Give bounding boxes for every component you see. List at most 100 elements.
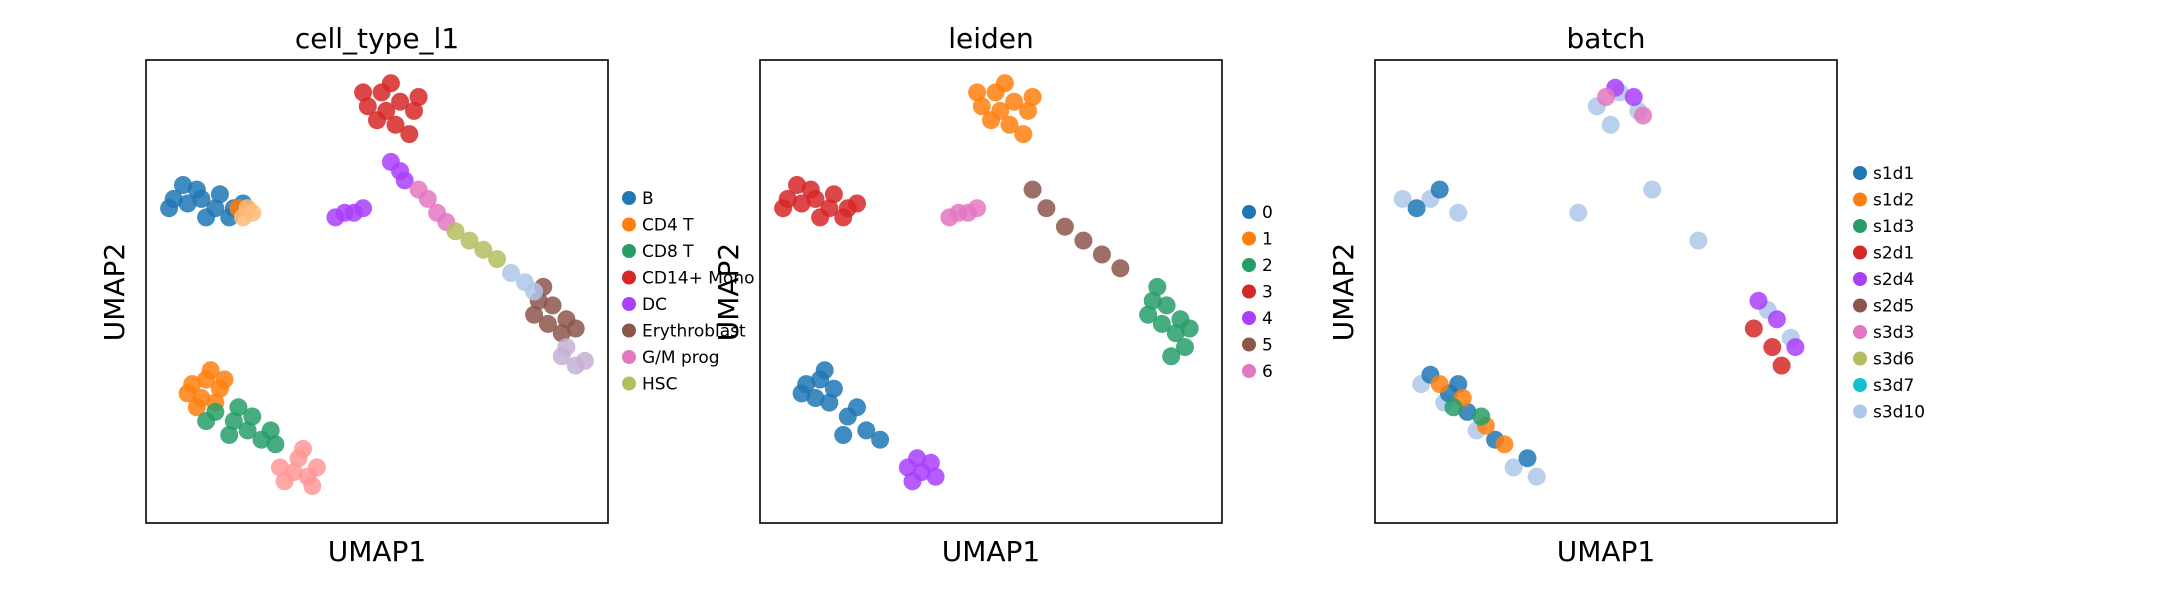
scatter-point bbox=[307, 458, 326, 477]
scatter-point bbox=[1495, 435, 1514, 454]
scatter-point bbox=[446, 222, 465, 241]
legend-label: s1d2 bbox=[1873, 191, 1914, 211]
scatter-points bbox=[1393, 78, 1805, 486]
legend-label: 3 bbox=[1262, 283, 1273, 303]
scatter-point bbox=[409, 180, 428, 199]
legend-label: 4 bbox=[1262, 309, 1273, 329]
scatter-point bbox=[229, 398, 248, 417]
legend-item: s2d1 bbox=[1853, 244, 1914, 264]
legend: 0 1 2 3 4 5 6 bbox=[1242, 203, 1273, 382]
scatter-point bbox=[1023, 180, 1042, 199]
scatter-point bbox=[788, 176, 806, 194]
legend-marker bbox=[1853, 351, 1867, 366]
scatter-point bbox=[1005, 92, 1024, 111]
legend-item: 1 bbox=[1242, 230, 1273, 250]
panel-leiden: leiden UMAP1 UMAP2 0 1 2 3 4 5 6 bbox=[712, 22, 1273, 568]
scatter-point bbox=[1504, 458, 1523, 477]
scatter-point bbox=[566, 319, 585, 338]
legend-item: G/M prog bbox=[622, 348, 720, 368]
scatter-point bbox=[391, 92, 410, 111]
scatter-point bbox=[160, 199, 179, 218]
x-axis-label: UMAP1 bbox=[328, 535, 427, 568]
legend-marker bbox=[1242, 364, 1256, 378]
legend-label: s1d1 bbox=[1873, 164, 1914, 184]
scatter-point bbox=[921, 453, 940, 472]
legend-label: 6 bbox=[1262, 362, 1273, 382]
scatter-point bbox=[1763, 338, 1782, 357]
scatter-point bbox=[1023, 88, 1042, 106]
scatter-point bbox=[557, 338, 576, 357]
legend-label: Erythroblast bbox=[642, 322, 746, 342]
scatter-point bbox=[381, 74, 400, 93]
scatter-point bbox=[1092, 245, 1111, 264]
legend-label: s2d1 bbox=[1873, 244, 1914, 264]
scatter-point bbox=[303, 477, 322, 495]
legend-marker bbox=[1853, 378, 1867, 392]
legend: s1d1 s1d2 s1d3 s2d1 s2d4 s2d5 s3d3 s3d6 s3d7 s3d1… bbox=[1853, 164, 1925, 423]
legend-label: s2d5 bbox=[1873, 297, 1914, 317]
scatter-point bbox=[848, 194, 866, 213]
panel-title: batch bbox=[1566, 22, 1645, 55]
scatter-point bbox=[824, 185, 843, 204]
legend-label: G/M prog bbox=[642, 348, 720, 368]
scatter-point bbox=[926, 467, 945, 486]
scatter-point bbox=[488, 250, 507, 269]
legend-label: 5 bbox=[1262, 336, 1273, 356]
legend-item: s1d2 bbox=[1853, 191, 1914, 211]
scatter-point bbox=[1634, 106, 1652, 125]
scatter-point bbox=[197, 412, 216, 431]
scatter-point bbox=[271, 458, 289, 477]
scatter-point bbox=[824, 379, 843, 398]
scatter-point bbox=[834, 208, 853, 227]
scatter-point bbox=[1157, 296, 1176, 315]
scatter-point bbox=[1597, 88, 1615, 106]
legend-item: 2 bbox=[1242, 256, 1273, 276]
scatter-point bbox=[1037, 199, 1056, 218]
legend-item: CD8 T bbox=[622, 242, 694, 262]
legend-item: s3d3 bbox=[1853, 323, 1914, 343]
scatter-point bbox=[1430, 180, 1449, 199]
legend-marker bbox=[622, 350, 636, 364]
legend-item: s2d4 bbox=[1853, 270, 1914, 290]
scatter-point bbox=[174, 176, 192, 194]
scatter-point bbox=[502, 264, 520, 282]
legend-item: 3 bbox=[1242, 283, 1273, 303]
scatter-point bbox=[820, 393, 839, 412]
legend-label: 0 bbox=[1262, 203, 1273, 223]
y-axis-label: UMAP2 bbox=[98, 243, 131, 342]
scatter-point bbox=[187, 180, 206, 199]
scatter-point bbox=[358, 97, 377, 116]
legend-item: s2d5 bbox=[1853, 297, 1914, 317]
scatter-point bbox=[409, 88, 428, 106]
scatter-point bbox=[1744, 319, 1763, 338]
scatter-point bbox=[1643, 180, 1662, 199]
legend-label: s1d3 bbox=[1873, 217, 1914, 237]
legend-item: s1d1 bbox=[1853, 164, 1914, 184]
scatter-point bbox=[991, 101, 1010, 120]
scatter-point bbox=[1772, 356, 1791, 375]
scatter-point bbox=[275, 472, 294, 491]
panel-batch: batch UMAP1 UMAP2 s1d1 s1d2 s1d3 s2d1 s2d4 s2… bbox=[1327, 22, 1925, 568]
plot-frame bbox=[145, 59, 609, 524]
scatter-point bbox=[187, 398, 206, 417]
plot-frame bbox=[759, 59, 1223, 524]
scatter-point bbox=[552, 324, 571, 343]
legend-marker bbox=[1853, 219, 1867, 233]
legend-label: s3d7 bbox=[1873, 376, 1914, 396]
scatter-point bbox=[1624, 88, 1643, 106]
scatter-point bbox=[1019, 101, 1037, 120]
legend-item: 6 bbox=[1242, 362, 1273, 382]
scatter-point bbox=[1176, 338, 1194, 357]
scatter-point bbox=[801, 180, 820, 199]
scatter-point bbox=[1152, 314, 1171, 333]
legend-item: 0 bbox=[1242, 203, 1273, 223]
scatter-point bbox=[972, 97, 991, 116]
scatter-point bbox=[261, 421, 280, 440]
scatter-point bbox=[903, 472, 922, 491]
scatter-point bbox=[848, 398, 866, 417]
scatter-point bbox=[1000, 115, 1019, 134]
legend-label: s3d3 bbox=[1873, 323, 1914, 343]
legend-item: CD14+ Mono bbox=[622, 269, 754, 289]
scatter-point bbox=[815, 361, 834, 380]
